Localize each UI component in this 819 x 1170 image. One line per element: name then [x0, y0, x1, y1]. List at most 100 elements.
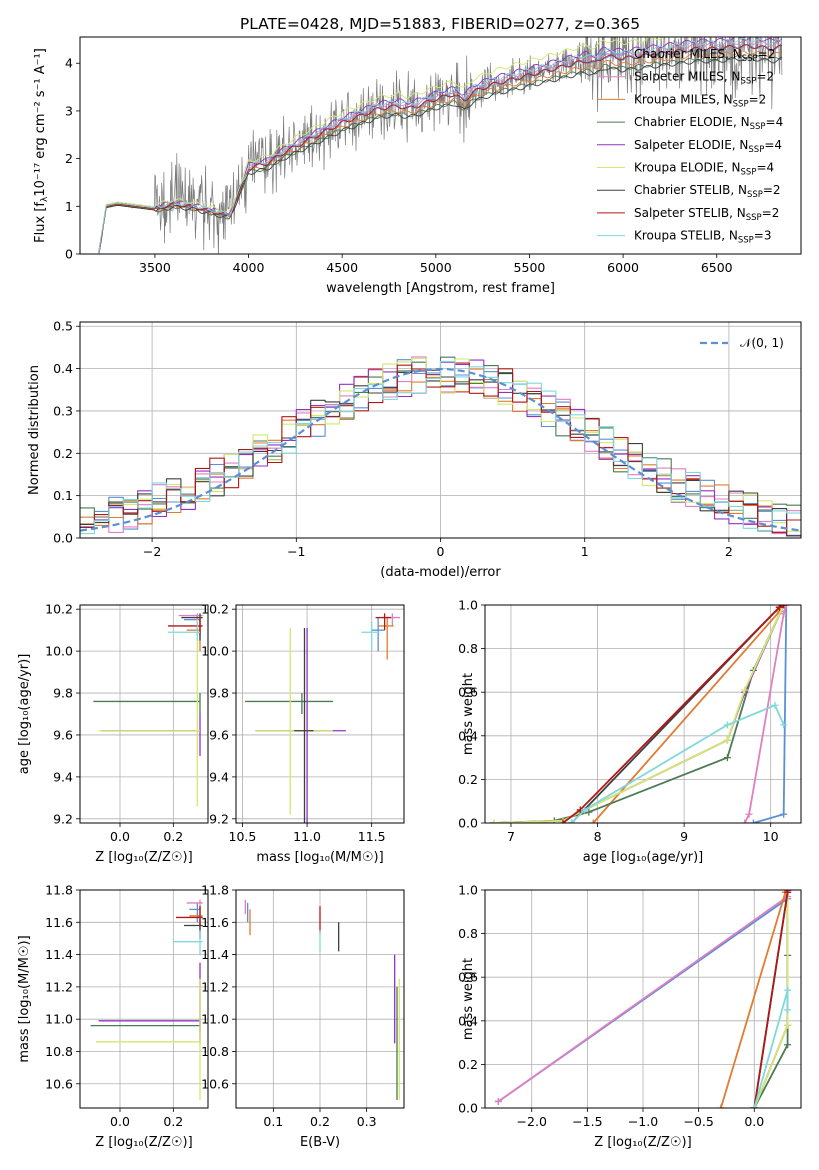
x-tick-label: 7	[507, 829, 515, 844]
y-axis-label-sub: λ	[40, 196, 50, 202]
axes-frame	[79, 889, 209, 1109]
legend-name: Chabrier ELODIE, N	[634, 115, 750, 129]
x-axis-label: age [log₁₀(age/yr)]	[583, 850, 704, 865]
x-tick-label: 6500	[701, 260, 733, 275]
cumulative-point-salpeter_miles	[780, 610, 788, 618]
y-axis-label: mass [log₁₀(M/M☉)]	[17, 935, 32, 1062]
legend-name: Chabrier STELIB, N	[634, 183, 747, 197]
x-axis-label: wavelength [Angstrom, rest frame]	[326, 281, 555, 296]
cumulative-point-kroupa_stelib	[784, 1006, 792, 1014]
axes-frame	[484, 604, 802, 824]
legend-label-kroupa_stelib: Kroupa STELIB, NSSP=3	[634, 229, 772, 246]
x-tick-label: 0.2	[163, 1114, 183, 1129]
legend-sub: SSP	[741, 168, 757, 178]
cumulative-point-chabrier_elodie	[723, 754, 731, 762]
x-tick-label: 10.5	[229, 829, 257, 844]
legend-tail: =2	[762, 206, 780, 220]
cumulative-point-salpeter_stelib	[775, 605, 783, 611]
plot-area	[485, 890, 801, 1108]
legend-name: Kroupa ELODIE, N	[634, 161, 741, 175]
figure-title: PLATE=0428, MJD=51883, FIBERID=0277, z=0…	[240, 15, 640, 33]
cumulative-line-chabrier_elodie	[493, 605, 785, 823]
legend-sub: SSP	[747, 190, 763, 200]
x-tick-label: −2.0	[517, 1114, 547, 1129]
y-tick-label: 9.4	[53, 769, 73, 784]
model-spectrum-chabrier_miles	[98, 44, 783, 254]
legend-tail: =2	[756, 70, 774, 84]
cumulative-point-kroupa_miles	[589, 819, 597, 823]
y-axis-label-part: Flux [f	[33, 202, 48, 243]
y-tick-label: 9.8	[209, 686, 229, 701]
x-axis-label: (data-model)/error	[380, 565, 501, 580]
y-tick-label: 0.4	[458, 1013, 478, 1028]
cumulative-point-salpeter_miles	[782, 605, 790, 609]
y-axis-label: Normed distribution	[27, 365, 42, 495]
y-tick-label: 4	[65, 56, 73, 71]
y-tick-label: 0.2	[458, 772, 478, 787]
y-tick-label: 0.5	[53, 319, 73, 334]
cumulative-point-chabrier_elodie	[585, 808, 593, 816]
y-tick-label: 9.4	[209, 769, 229, 784]
legend-label-chabrier_stelib: Chabrier STELIB, NSSP=2	[634, 183, 781, 200]
cumulative-point-kroupa_stelib	[568, 819, 576, 823]
x-tick-label: 6000	[607, 260, 639, 275]
y-tick-label: 10.0	[201, 644, 229, 659]
legend-label-chabrier_elodie: Chabrier ELODIE, NSSP=4	[634, 115, 783, 132]
y-tick-label: 0.6	[458, 970, 478, 985]
legend-name: Salpeter STELIB, N	[634, 206, 746, 220]
y-tick-label: 11.8	[45, 883, 73, 898]
legend-tail: =2	[763, 183, 781, 197]
legend-tail: =3	[754, 229, 772, 243]
cumulative-point-kroupa_stelib	[723, 721, 731, 729]
cumulative-point-salpeter_miles	[745, 810, 753, 818]
y-tick-label: 0.6	[458, 685, 478, 700]
legend-sub: SSP	[738, 236, 754, 246]
y-tick-label: 11.4	[201, 947, 229, 962]
y-tick-label: 11.8	[201, 883, 229, 898]
x-tick-label: 0.1	[263, 1114, 283, 1129]
plot-area	[80, 890, 208, 1108]
plot-area	[485, 605, 801, 823]
axes-frame	[79, 36, 802, 255]
x-tick-label: −2	[143, 544, 161, 559]
x-tick-label: 1	[581, 544, 589, 559]
panel-spectrum: 3500 4000 4500 5000 5500 6000 6500 0 1 2 3 4 wavelen…	[33, 36, 802, 296]
y-tick-label: 11.0	[201, 1012, 229, 1027]
legend-tail: =4	[766, 115, 784, 129]
y-tick-label: 10.6	[201, 1076, 229, 1091]
cumulative-point-kroupa_elodie	[490, 819, 498, 823]
legend-tail: =2	[749, 92, 767, 106]
panel-age_vs_mass: 10.5 11.0 11.5 9.2 9.4 9.6 9.8 10.0 10.2 mass [lo…	[201, 602, 405, 865]
cumulative-line-salpeter_miles	[743, 605, 788, 823]
y-tick-label: 9.8	[53, 686, 73, 701]
legend-name: Salpeter MILES, N	[634, 70, 741, 84]
y-tick-label: 0.2	[53, 446, 73, 461]
y-axis-label: mass weight	[461, 673, 476, 755]
y-tick-label: 1	[65, 199, 73, 214]
legend-sub: SSP	[746, 213, 762, 223]
legend-sub: SSP	[741, 77, 757, 87]
legend-sub: SSP	[750, 122, 766, 132]
legend-label-normal: 𝒩(0, 1)	[740, 336, 784, 350]
cumulative-point-salpeter_miles	[741, 819, 749, 823]
y-tick-label: 11.0	[45, 1012, 73, 1027]
cumulative-point-kroupa_stelib	[750, 1104, 758, 1108]
cumulative-point-kroupa_stelib	[780, 721, 788, 729]
x-tick-label: 0.0	[744, 1114, 764, 1129]
x-tick-label: 5500	[514, 260, 546, 275]
x-tick-label: 0.0	[110, 1114, 130, 1129]
panel-residuals: −2 −1 0 1 2 0.0 0.1 0.2 0.3 0.4 0.5 (data-model)/er…	[27, 319, 802, 580]
legend-name: Kroupa STELIB, N	[634, 229, 738, 243]
y-tick-label: 10.8	[201, 1044, 229, 1059]
y-tick-label: 2	[65, 151, 73, 166]
x-tick-label: 0.3	[357, 1114, 377, 1129]
cumulative-point-kroupa_stelib	[771, 701, 779, 709]
x-axis-label: Z [log₁₀(Z/Z☉)]	[594, 1135, 691, 1150]
y-tick-label: 11.4	[45, 947, 73, 962]
y-tick-label: 0.8	[458, 926, 478, 941]
panel-mass_vs_Z: 0.0 0.2 10.6 10.8 11.0 11.2 11.4 11.6 11.8 Z [log…	[17, 883, 209, 1150]
y-tick-label: 3	[65, 103, 73, 118]
histogram-kroupa_elodie	[80, 357, 801, 532]
cumulative-point-kroupa_elodie	[784, 1021, 792, 1029]
x-tick-label: 0.2	[310, 1114, 330, 1129]
